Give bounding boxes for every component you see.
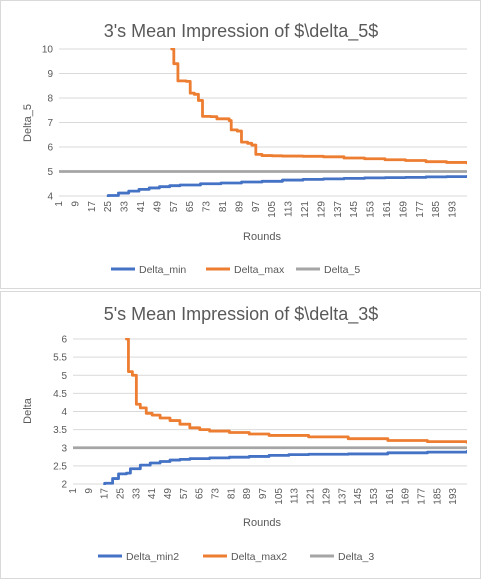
y-tick-label: 8 [47, 94, 53, 105]
x-tick-label: 81 [226, 488, 237, 500]
y-tick-label: 5 [47, 167, 53, 178]
x-tick-label: 113 [284, 201, 295, 217]
x-tick-label: 25 [103, 201, 114, 213]
y-axis-label: Delta_5 [22, 104, 34, 142]
series-line-delta-max2 [125, 338, 467, 444]
x-tick-label: 9 [84, 488, 95, 494]
x-tick-label: 153 [369, 488, 380, 505]
y-tick-label: 6 [61, 335, 67, 346]
y-tick-label: 2 [61, 480, 67, 491]
legend-label: Delta_max2 [231, 551, 287, 563]
x-tick-label: 65 [195, 488, 206, 500]
x-tick-label: 1 [54, 201, 65, 207]
x-tick-label: 105 [274, 488, 285, 505]
x-tick-label: 89 [242, 488, 253, 500]
x-tick-label: 57 [179, 488, 190, 500]
chart-panel-delta-3: 5's Mean Impression of $\delta_3$ Delta … [0, 291, 481, 579]
x-axis-label: Rounds [243, 231, 281, 243]
y-tick-label: 6 [47, 143, 53, 154]
x-tick-label: 113 [290, 488, 301, 504]
x-tick-label: 177 [416, 488, 427, 505]
y-tick-label: 2.5 [53, 461, 67, 472]
x-tick-label: 17 [87, 201, 98, 213]
legend-label: Delta_3 [338, 551, 374, 563]
x-tick-label: 145 [349, 201, 360, 218]
x-tick-label: 145 [353, 488, 364, 505]
x-tick-label: 97 [251, 201, 262, 213]
y-axis-label: Delta [22, 397, 34, 424]
series-group [59, 48, 467, 197]
x-tick-label: 121 [300, 201, 311, 218]
series-line-delta-max [170, 48, 467, 165]
legend-label: Delta_max [234, 264, 285, 276]
x-tick-label: 33 [131, 488, 142, 500]
x-tick-label: 1 [68, 488, 79, 494]
x-tick-label: 73 [211, 488, 222, 500]
x-tick-label: 57 [169, 201, 180, 213]
x-tick-label: 121 [306, 488, 317, 505]
x-tick-label: 89 [234, 201, 245, 213]
x-tick-label: 129 [316, 201, 327, 218]
y-tick-label: 7 [47, 118, 53, 129]
x-tick-label: 137 [333, 201, 344, 218]
y-tick-label: 3 [61, 443, 67, 454]
x-tick-label: 41 [136, 201, 147, 213]
x-tick-label: 17 [100, 488, 111, 500]
y-tick-label: 5 [61, 371, 67, 382]
x-tick-label: 177 [415, 201, 426, 218]
x-tick-label: 81 [218, 201, 229, 213]
chart-title: 3's Mean Impression of $\delta_5$ [104, 21, 379, 42]
y-tick-label: 10 [42, 45, 54, 56]
y-tick-label: 5.5 [53, 353, 67, 364]
legend-label: Delta_5 [324, 264, 360, 276]
x-tick-label: 169 [398, 201, 409, 218]
x-tick-label: 105 [267, 201, 278, 218]
x-tick-label: 185 [431, 201, 442, 218]
chart-title: 5's Mean Impression of $\delta_3$ [104, 304, 379, 325]
y-tick-label: 3.5 [53, 425, 67, 436]
x-tick-label: 193 [448, 488, 459, 505]
x-tick-label: 9 [70, 201, 81, 207]
series-line-delta-min2 [103, 449, 467, 485]
x-tick-label: 153 [366, 201, 377, 218]
x-tick-label: 185 [432, 488, 443, 505]
x-tick-label: 49 [152, 201, 163, 213]
y-tick-label: 4 [47, 192, 53, 203]
chart-delta-3-svg: 5's Mean Impression of $\delta_3$ Delta … [22, 304, 467, 563]
x-tick-label: 97 [258, 488, 269, 500]
x-tick-label: 25 [116, 488, 127, 500]
legend-label: Delta_min [139, 264, 186, 276]
x-tick-label: 161 [382, 201, 393, 218]
x-tick-label: 169 [401, 488, 412, 505]
chart-panel-delta-5: 3's Mean Impression of $\delta_5$ Delta_… [0, 0, 481, 289]
chart-delta-5-svg: 3's Mean Impression of $\delta_5$ Delta_… [22, 21, 467, 276]
legend-label: Delta_min2 [126, 551, 179, 563]
x-tick-label: 49 [163, 488, 174, 500]
y-tick-label: 4 [61, 407, 67, 418]
x-tick-label: 73 [202, 201, 213, 213]
x-tick-label: 193 [448, 201, 459, 218]
x-tick-label: 33 [120, 201, 131, 213]
y-tick-label: 9 [47, 69, 53, 80]
x-tick-label: 65 [185, 201, 196, 213]
x-axis-label: Rounds [243, 517, 281, 529]
x-tick-label: 129 [321, 488, 332, 505]
x-tick-label: 41 [147, 488, 158, 500]
series-line-delta-min [106, 175, 467, 197]
y-tick-label: 4.5 [53, 389, 67, 400]
x-tick-label: 137 [337, 488, 348, 505]
x-tick-label: 161 [385, 488, 396, 505]
series-group [73, 338, 467, 485]
